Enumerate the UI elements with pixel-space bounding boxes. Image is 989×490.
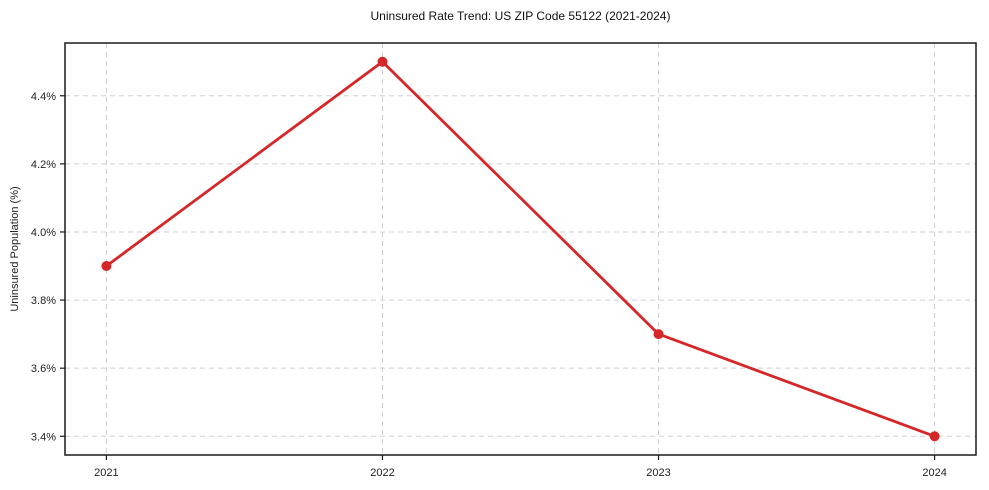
y-tick-label: 4.2%: [31, 159, 56, 171]
data-point-2023: [653, 329, 664, 340]
x-tick-label: 2023: [646, 467, 670, 479]
plot-frame: [64, 42, 977, 456]
x-tick-label: 2022: [370, 467, 394, 479]
data-point-2021: [101, 261, 112, 272]
y-tick-label: 4.4%: [31, 91, 56, 103]
x-tick-label: 2024: [922, 467, 946, 479]
y-tick-label: 3.8%: [31, 295, 56, 307]
x-tick-label: 2021: [94, 467, 118, 479]
data-point-2024: [929, 431, 940, 442]
chart-title: Uninsured Rate Trend: US ZIP Code 55122 …: [370, 9, 671, 23]
y-tick-label: 4.0%: [31, 227, 56, 239]
trend-line: [105, 60, 936, 438]
data-point-2022: [377, 56, 388, 67]
y-tick-label: 3.4%: [31, 431, 56, 443]
y-tick-label: 3.6%: [31, 363, 56, 375]
